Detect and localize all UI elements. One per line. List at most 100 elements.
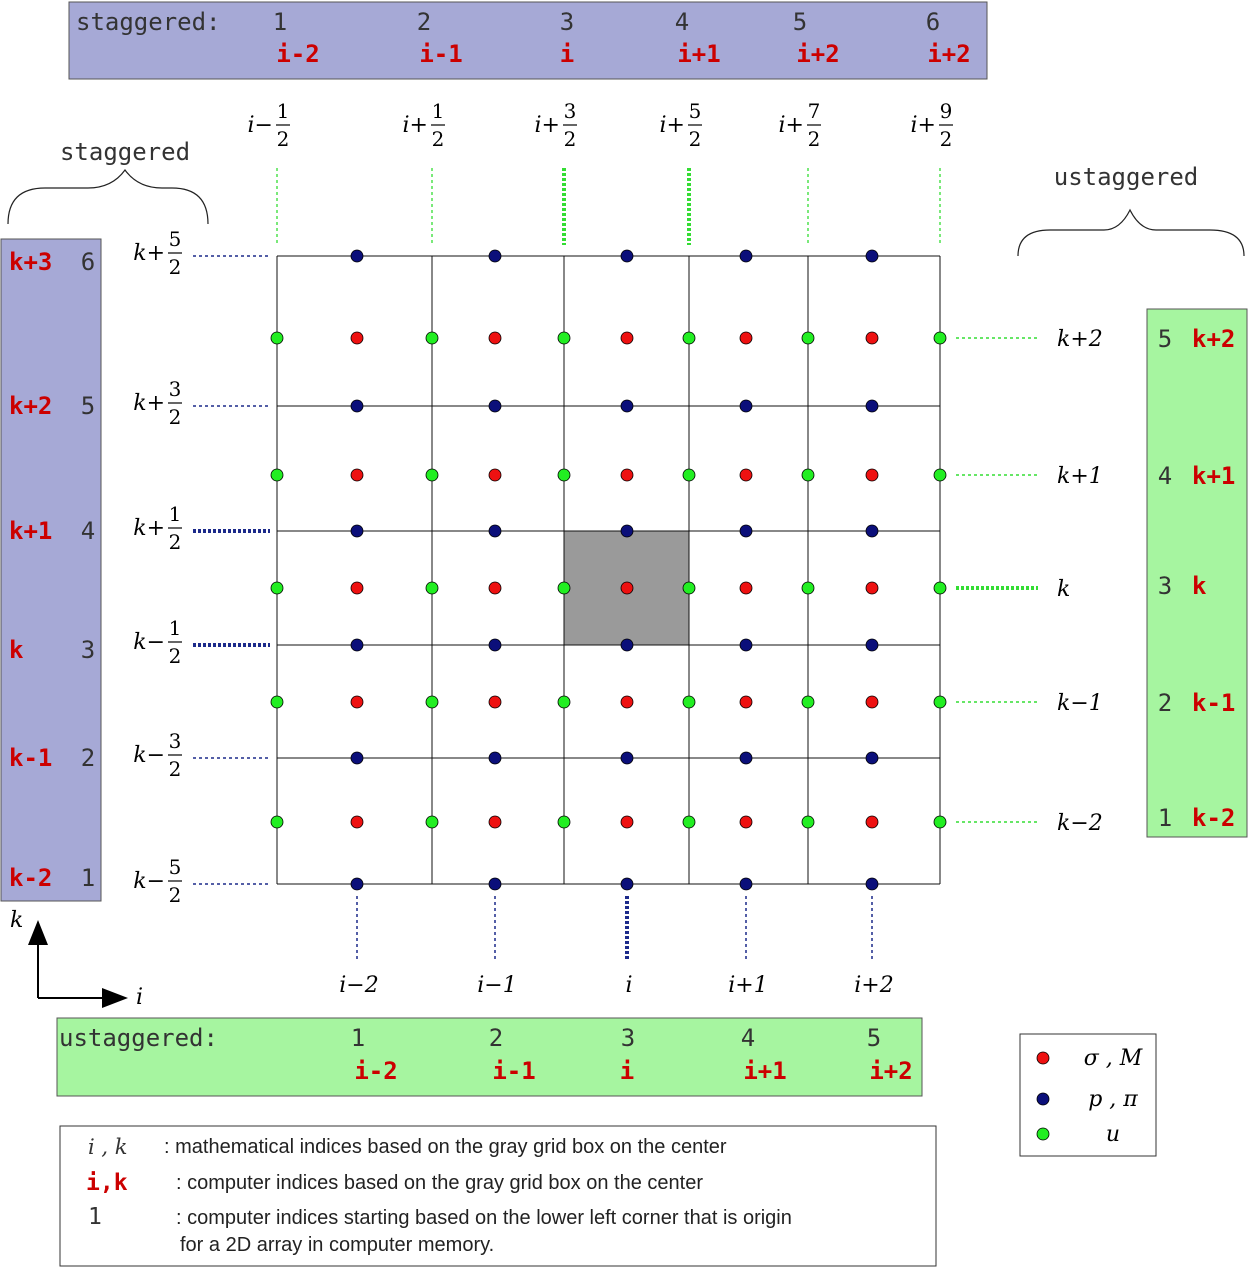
left-half-label-denominator: 2 [169, 757, 182, 781]
legend-label: σ , M [1084, 1046, 1143, 1071]
u-point [557, 581, 571, 595]
sigma-point [739, 468, 753, 482]
k-axis-arrow-icon [28, 920, 48, 945]
bottom-bar-number: 3 [621, 1024, 635, 1052]
bottom-bar-number: 4 [741, 1024, 755, 1052]
right-int-label: k+1 [1057, 464, 1103, 489]
note-key-math: i , k [88, 1135, 127, 1159]
left-half-label: k−3 2 [133, 729, 182, 781]
right-bar-index: k-2 [1192, 804, 1235, 832]
sigma-point [350, 695, 364, 709]
legend-label: p , π [1088, 1087, 1138, 1112]
sigma-point [620, 695, 634, 709]
p-point [620, 751, 634, 765]
u-point [425, 581, 439, 595]
legend-swatch [1036, 1092, 1050, 1106]
left-half-label-numerator: 5 [169, 855, 182, 879]
top-half-label: i+9 2 [911, 99, 953, 151]
u-point [270, 695, 284, 709]
top-half-label: i+3 2 [535, 99, 577, 151]
sigma-point [739, 815, 753, 829]
sigma-point [620, 331, 634, 345]
p-point [739, 751, 753, 765]
left-bar-number: 3 [81, 636, 95, 664]
left-bar-number: 4 [81, 517, 95, 545]
top-half-label-prefix: i+ [779, 113, 804, 138]
left-bar-index: k+1 [9, 517, 52, 545]
p-point [739, 638, 753, 652]
sigma-point [350, 581, 364, 595]
bottom-int-label: i−2 [339, 973, 378, 998]
left-bar-index: k-2 [9, 864, 52, 892]
sigma-point [865, 695, 879, 709]
u-point [682, 581, 696, 595]
top-half-label-numerator: 1 [432, 99, 445, 123]
top-half-label-numerator: 9 [940, 99, 953, 123]
sigma-point [620, 581, 634, 595]
axes-indicator: k i [10, 908, 143, 1010]
u-point [682, 695, 696, 709]
bottom-int-label: i+2 [854, 973, 893, 998]
right-int-label: k−2 [1057, 811, 1103, 836]
left-half-label-numerator: 1 [169, 616, 182, 640]
grid-lines [276, 255, 941, 885]
left-half-label-numerator: 3 [169, 377, 182, 401]
p-point [620, 249, 634, 263]
sigma-point [865, 815, 879, 829]
top-bar-index: i [560, 40, 574, 68]
legend: σ , M p , π u [1019, 1033, 1157, 1157]
p-point [350, 877, 364, 891]
left-bar-index: k-1 [9, 744, 52, 772]
right-bar-number: 2 [1158, 689, 1172, 717]
p-point [488, 249, 502, 263]
u-point [425, 695, 439, 709]
note-text-plain: : computer indices starting based on the… [176, 1207, 792, 1229]
left-half-label: k+1 2 [133, 502, 182, 554]
top-half-label-prefix: i+ [403, 113, 428, 138]
left-half-label-prefix: k− [133, 743, 165, 768]
p-point [865, 638, 879, 652]
right-bar-number: 5 [1158, 325, 1172, 353]
top-half-label-denominator: 2 [432, 127, 445, 151]
sigma-point [488, 695, 502, 709]
sigma-point [620, 815, 634, 829]
left-half-label-denominator: 2 [169, 255, 182, 279]
top-bar-number: 6 [926, 8, 940, 36]
sigma-point [739, 695, 753, 709]
i-axis-arrow-icon [102, 988, 128, 1008]
u-point [682, 815, 696, 829]
u-point [557, 815, 571, 829]
top-bar-number: 5 [793, 8, 807, 36]
right-bar-number: 1 [1158, 804, 1172, 832]
left-half-label: k−5 2 [133, 855, 182, 907]
note-text-computer: : computer indices based on the gray gri… [176, 1172, 703, 1194]
sigma-point [865, 581, 879, 595]
p-point [350, 399, 364, 413]
p-point [488, 399, 502, 413]
sigma-point [488, 581, 502, 595]
bottom-int-label: i−1 [477, 973, 516, 998]
left-bar-number: 1 [81, 864, 95, 892]
right-int-label: k [1057, 577, 1070, 602]
sigma-point [865, 468, 879, 482]
top-bar-number: 1 [273, 8, 287, 36]
bottom-integer-index-labels: i−2 i−1 i i+1 i+2 [339, 973, 893, 998]
top-half-label: i−1 2 [248, 99, 290, 151]
top-half-label-prefix: i+ [911, 113, 936, 138]
legend-swatch [1036, 1051, 1050, 1065]
left-half-label-numerator: 3 [169, 729, 182, 753]
bottom-bar-number: 5 [867, 1024, 881, 1052]
u-point [801, 695, 815, 709]
left-bar-index: k+3 [9, 248, 52, 276]
u-point [557, 468, 571, 482]
top-bar-label: staggered: [76, 8, 221, 36]
p-point [865, 751, 879, 765]
axis-label-k: k [10, 908, 23, 933]
right-ustaggered-bar: 5 k+2 4 k+1 3 k 2 k-1 1 k-2 [1146, 308, 1248, 838]
p-point [350, 249, 364, 263]
bottom-bar-index: i [620, 1057, 634, 1085]
p-point [350, 751, 364, 765]
top-half-label-denominator: 2 [808, 127, 821, 151]
u-point [557, 331, 571, 345]
u-point [933, 331, 947, 345]
